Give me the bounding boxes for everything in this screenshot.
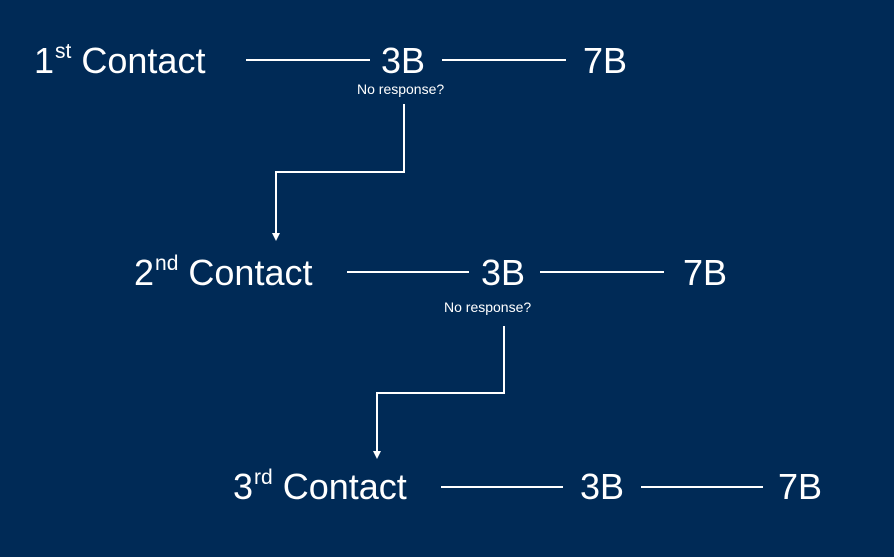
row1-7b-label: 7B bbox=[583, 43, 627, 79]
row1-contact-label: 1st Contact bbox=[34, 43, 205, 79]
row1-3b-label: 3B bbox=[381, 43, 425, 79]
row3-7b-label: 7B bbox=[778, 469, 822, 505]
row2-7b-label: 7B bbox=[683, 255, 727, 291]
arrow-row1-to-row2 bbox=[276, 104, 404, 237]
row2-3b-label: 3B bbox=[481, 255, 525, 291]
row2-no-response-note: No response? bbox=[444, 300, 531, 314]
row1-no-response-note: No response? bbox=[357, 82, 444, 96]
row2-contact-label: 2nd Contact bbox=[134, 255, 312, 291]
row3-3b-label: 3B bbox=[580, 469, 624, 505]
arrow-row2-to-row3 bbox=[377, 326, 504, 455]
row3-contact-label: 3rd Contact bbox=[233, 469, 407, 505]
